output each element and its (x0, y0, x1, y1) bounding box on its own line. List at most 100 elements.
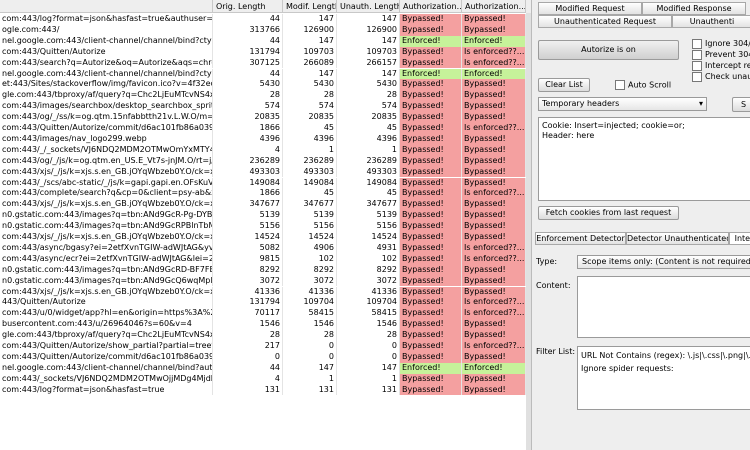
option[interactable]: Check unauth (692, 71, 750, 82)
table-cell: 236289 (337, 155, 400, 167)
table-cell: com:443/_/_sockets/VJ6NDQ2MDM2OTMwOmYxMT… (0, 144, 213, 156)
label: Filter List: (536, 347, 576, 356)
table-cell: 45 (337, 188, 400, 200)
label: Ignore 304/20 (705, 39, 750, 48)
table-cell: 14524 (337, 232, 400, 243)
table-cell: 1866 (213, 123, 283, 134)
table-cell: 443/Quitten/Autorize (0, 297, 213, 309)
table-cell: Bypassed! (462, 90, 526, 102)
table-cell: 313766 (213, 24, 283, 36)
table-cell: 109703 (283, 46, 337, 58)
option[interactable]: Ignore 304/20 (692, 38, 750, 49)
table-cell: Bypassed! (462, 210, 526, 222)
type-select[interactable]: Scope items only: (Content is not requir… (577, 255, 750, 269)
table-cell: n0.gstatic.com:443/images?q=tbn:ANd9GcQ6… (2, 275, 213, 287)
filter-item[interactable]: Ignore spider requests: (581, 364, 674, 373)
content-box[interactable] (577, 276, 750, 338)
table-cell: 4396 (283, 133, 337, 145)
table-cell: Bypassed! (462, 166, 526, 178)
auto-scroll[interactable]: Auto Scroll (615, 80, 685, 92)
table-cell: Bypassed! (400, 384, 462, 396)
table-cell: Bypassed! (462, 133, 526, 145)
label: Check unauth (705, 72, 750, 81)
table-cell: 3072 (337, 275, 400, 287)
table-cell: Bypassed! (400, 253, 462, 265)
header-cell[interactable]: Authorization... (400, 0, 462, 13)
table-cell: Bypassed! (400, 133, 462, 145)
table-cell: com:443/og/_/ss/k=og.qtm.15nfabbtth21v.L… (2, 112, 213, 123)
table-cell: com:443/Quitten/Autorize/commit/d6ac101f… (0, 123, 213, 134)
table-cell: Bypassed! (400, 177, 462, 189)
checkbox[interactable] (692, 60, 702, 71)
table-cell: Bypassed! (462, 199, 526, 211)
table-cell: Bypassed! (400, 123, 462, 134)
table-cell: Bypassed! (400, 297, 462, 309)
table-cell: 28 (213, 90, 283, 102)
table-cell: com:443/xjs/_/js/k=xjs.s.en_GB.jOYqWbzeb… (2, 199, 213, 211)
table-cell: Is enforced??... (462, 308, 526, 320)
save-button[interactable]: S (732, 97, 750, 112)
tab[interactable]: Modified Request (538, 2, 642, 15)
filter-item[interactable]: URL Not Contains (regex): \.js|\.css|\.p… (581, 351, 750, 360)
table-cell: 4 (213, 144, 283, 156)
table-cell: 28 (283, 90, 337, 102)
table-cell: Bypassed! (400, 232, 462, 243)
side-panel: Modified Request Modified Response Unaut… (531, 0, 750, 450)
table-cell: 266089 (283, 57, 337, 69)
table-cell: 3072 (283, 275, 337, 287)
table-cell: 44 (213, 362, 283, 374)
label: Type: (536, 257, 558, 266)
table-cell: nel.google.com:443/client-channel/channe… (2, 68, 213, 80)
table-cell: Bypassed! (400, 308, 462, 320)
table-cell: 4396 (337, 133, 400, 145)
table-cell: Is enforced??... (462, 46, 526, 58)
table-cell: Bypassed! (462, 24, 526, 36)
table-cell: 149084 (283, 177, 337, 189)
table-cell: 20835 (337, 112, 400, 123)
table-cell: Enforced! (462, 68, 526, 80)
header-cell[interactable]: Orig. Length (213, 0, 283, 13)
table-cell: 102 (283, 253, 337, 265)
headers-select[interactable]: Temporary headers ▾ (538, 97, 707, 111)
header-cell[interactable]: Modif. Length (283, 0, 337, 13)
checkbox[interactable] (692, 49, 702, 60)
table-cell: Is enforced??... (462, 57, 526, 69)
option[interactable]: Intercept req (692, 60, 750, 71)
tab[interactable]: Inter (729, 232, 750, 245)
checkbox[interactable] (692, 71, 702, 82)
table-cell: 5430 (213, 79, 283, 91)
table-cell: 44 (213, 14, 283, 25)
table-cell: 5430 (337, 79, 400, 91)
table-cell: 44 (213, 68, 283, 80)
tab[interactable]: Detector Unauthenticated (626, 232, 729, 245)
tab[interactable]: Enforcement Detector (535, 232, 626, 245)
tab[interactable]: Modified Response (642, 2, 746, 15)
table-cell: 347677 (213, 199, 283, 211)
fetch-button[interactable]: Fetch cookies from last request (538, 206, 679, 220)
clear-button[interactable]: Clear List (538, 78, 590, 92)
table-cell: 28 (337, 90, 400, 102)
table-cell: com:443/_/scs/abc-static/_/js/k=gapi.gap… (2, 177, 213, 189)
table-cell: 45 (283, 188, 337, 200)
table-cell: 1 (283, 144, 337, 156)
checkbox[interactable] (692, 38, 702, 49)
tab[interactable]: Unauthenti (672, 15, 750, 28)
table-cell: com:443/xjs/_/js/k=xjs.s.en_GB.jOYqWbzeb… (2, 232, 213, 243)
table-cell: 41336 (213, 286, 283, 298)
table-cell: 58415 (337, 308, 400, 320)
header-cell[interactable]: Unauth. Length (337, 0, 400, 13)
headers-text[interactable]: Cookie: Insert=injected; cookie=or; Head… (538, 117, 750, 201)
table-cell: 41336 (283, 286, 337, 298)
table-cell: com:443/complete/search?q&cp=0&client=ps… (2, 188, 213, 200)
table-cell: 307125 (213, 57, 283, 69)
tab[interactable]: Unauthenticated Request (538, 15, 672, 28)
header-cell[interactable]: Authorization... (462, 0, 526, 13)
autorize-toggle[interactable]: Autorize is on (538, 40, 679, 60)
header-cell[interactable] (0, 0, 213, 13)
table-cell: 4 (213, 373, 283, 385)
table-cell: Bypassed! (400, 242, 462, 254)
option[interactable]: Prevent 304 I (692, 49, 750, 60)
table-cell: Bypassed! (462, 14, 526, 25)
filter-list[interactable]: URL Not Contains (regex): \.js|\.css|\.p… (577, 346, 750, 410)
